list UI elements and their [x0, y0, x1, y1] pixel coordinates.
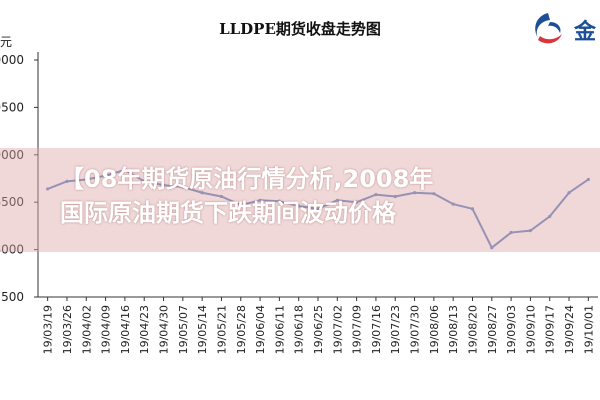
data-point	[46, 187, 50, 191]
data-point	[142, 179, 146, 183]
data-point	[297, 204, 301, 208]
y-tick-label: 8500	[0, 195, 24, 209]
data-point	[528, 229, 533, 233]
y-tick-label: 7500	[0, 290, 24, 304]
data-point	[65, 179, 69, 183]
data-point	[451, 202, 455, 206]
data-point	[509, 230, 513, 235]
brand-logo: 金	[528, 10, 600, 48]
logo-text: 金	[574, 19, 597, 45]
data-point	[161, 183, 166, 187]
y-tick-label: 8000	[0, 243, 24, 257]
data-point	[586, 177, 590, 182]
data-point	[470, 207, 475, 211]
data-point	[490, 246, 494, 250]
data-point	[355, 200, 359, 204]
x-axis: 19/03/19 19/03/26 19/04/02 19/04/09 19/04/16…	[38, 296, 598, 354]
x-tick-label: 19/08/20	[466, 305, 479, 354]
x-tick-label: 19/06/18	[293, 305, 306, 354]
data-point	[123, 168, 127, 172]
x-tick-label: 19/07/23	[389, 305, 402, 354]
data-point	[393, 194, 397, 199]
data-point	[103, 174, 108, 178]
x-tick-label: 19/09/03	[505, 305, 518, 354]
x-tick-label: 19/03/26	[61, 305, 74, 354]
x-tick-label: 19/06/25	[312, 305, 325, 354]
x-tick-label: 19/10/01	[582, 305, 595, 354]
data-point	[277, 199, 281, 203]
x-tick-label: 19/07/16	[370, 305, 383, 354]
data-point	[200, 191, 204, 195]
x-tick-label: 19/09/17	[544, 305, 557, 354]
x-tick-label: 19/05/21	[215, 305, 228, 354]
data-point	[374, 193, 378, 197]
x-tick-label: 19/07/02	[331, 305, 344, 354]
x-tick-label: 19/06/04	[254, 305, 267, 354]
y-tick-label: 9500	[0, 100, 24, 114]
x-tick-label: 19/04/09	[100, 305, 113, 354]
data-point	[335, 198, 339, 202]
data-point	[258, 198, 262, 202]
data-point	[239, 203, 243, 207]
data-point	[219, 194, 224, 199]
overlay-banner	[0, 148, 600, 252]
data-point	[548, 214, 552, 219]
x-tick-label: 19/04/16	[119, 305, 132, 354]
x-tick-label: 19/04/23	[138, 305, 151, 354]
x-tick-label: 19/04/02	[80, 305, 93, 354]
x-tick-label: 19/08/06	[428, 305, 441, 354]
x-tick-label: 19/05/28	[235, 305, 248, 354]
banner-line-2: 国际原油期货下跌期间波动价格	[60, 199, 396, 227]
y-tick-label: 9000	[0, 148, 24, 162]
series-layer	[46, 168, 590, 250]
data-point	[432, 192, 436, 196]
data-point	[181, 185, 185, 189]
x-tick-label: 19/04/30	[158, 305, 171, 354]
x-tick-label: 19/05/07	[177, 305, 190, 354]
data-point	[316, 207, 320, 211]
x-tick-label: 19/06/11	[273, 305, 286, 354]
y-axis-unit: 元	[0, 35, 12, 49]
banner-line-1: 【08年期货原油行情分析,2008年	[60, 165, 434, 193]
data-point	[567, 191, 571, 195]
x-tick-label: 19/05/14	[196, 305, 209, 354]
x-tick-label: 19/08/27	[486, 305, 499, 354]
chart-title: LLDPE期货收盘走势图	[219, 20, 381, 38]
x-tick-label: 19/03/19	[42, 305, 55, 354]
x-tick-label: 19/09/10	[524, 305, 537, 354]
data-point	[84, 177, 88, 182]
x-tick-label: 19/09/24	[563, 305, 576, 354]
x-tick-label: 19/08/13	[447, 305, 460, 354]
data-point	[412, 191, 417, 195]
x-tick-label: 19/07/30	[409, 305, 422, 354]
logo-mark-icon	[535, 13, 562, 44]
banner-headline: 【08年期货原油行情分析,2008年 国际原油期货下跌期间波动价格	[60, 162, 590, 230]
x-tick-label: 19/07/09	[351, 305, 364, 354]
